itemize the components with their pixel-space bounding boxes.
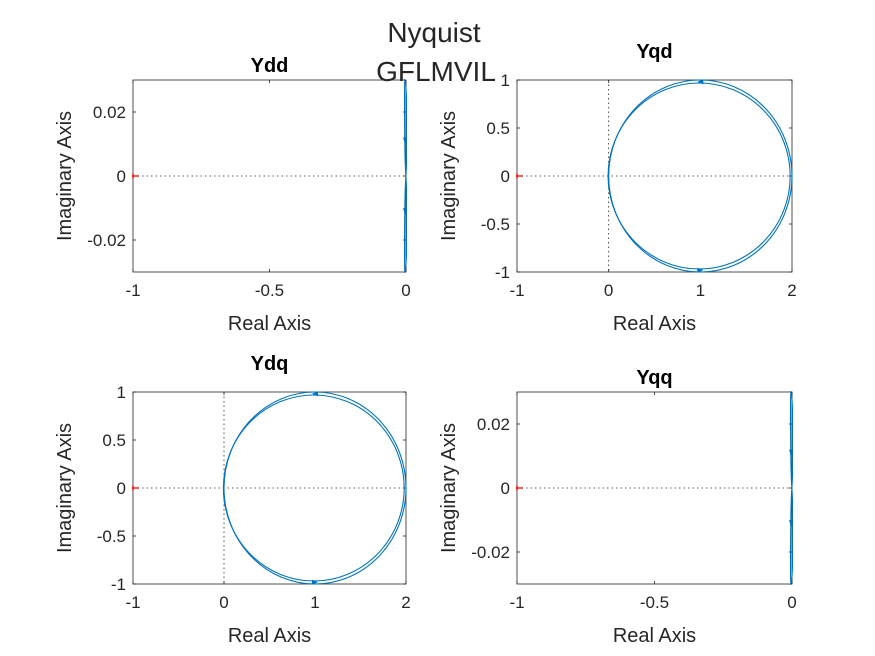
plot-ydd-xtick-label: -0.5 xyxy=(255,281,284,300)
plot-ydd-ytick-label: -0.02 xyxy=(87,231,126,250)
plot-yqd-ytick-label: 0 xyxy=(501,167,510,186)
plot-yqd-ylabel: Imaginary Axis xyxy=(438,111,460,241)
plot-ydd-ytick-label: 0 xyxy=(117,167,126,186)
plot-yqd-xtick-label: -1 xyxy=(509,281,524,300)
plot-yqd-xtick-label: 2 xyxy=(787,281,796,300)
plot-yqd-xtick-label: 1 xyxy=(696,281,705,300)
plot-ydq-xtick-label: -1 xyxy=(125,593,140,612)
plot-yqq-ytick-label: 0 xyxy=(501,479,510,498)
plot-ydd-ylabel: Imaginary Axis xyxy=(54,111,76,241)
plot-yqd-xtick-label: 0 xyxy=(604,281,613,300)
plot-ydq-series xyxy=(222,391,407,585)
plot-ydd-nyquist-upper-loop xyxy=(404,79,407,177)
plot-ydd-xtick-label: 0 xyxy=(401,281,410,300)
plot-yqq-direction-arrow xyxy=(788,449,793,456)
plot-ydq-xlabel: Real Axis xyxy=(228,625,311,647)
plot-ydq-direction-arrow xyxy=(312,391,318,397)
plot-ydd-title: Ydd xyxy=(251,55,289,77)
plot-yqq-xtick-label: -1 xyxy=(509,593,524,612)
plot-ydd-direction-arrow xyxy=(402,137,407,144)
plot-yqq-title: Yqq xyxy=(636,367,672,389)
plot-yqd-series xyxy=(607,79,793,273)
plot-ydq-ytick-label: 1 xyxy=(117,383,126,402)
plot-yqd-direction-arrow xyxy=(697,267,704,273)
plot-ydq-ytick-label: 0 xyxy=(117,479,126,498)
plot-yqd-ytick-label: 0.5 xyxy=(486,119,510,138)
plot-ydq-ytick-label: -1 xyxy=(111,575,126,594)
plot-yqq-xlabel: Real Axis xyxy=(613,625,696,647)
plot-yqd-ytick-label: -0.5 xyxy=(481,215,510,234)
plot-yqq-nyquist-lower-loop xyxy=(790,487,793,585)
plot-yqq-direction-arrow xyxy=(788,520,793,527)
plot-ydq-ytick-label: 0.5 xyxy=(102,431,126,450)
plot-yqd-ytick-label: 1 xyxy=(501,71,510,90)
figure-title-line-1: Nyquist xyxy=(387,17,481,48)
plot-yqq-series xyxy=(788,391,793,585)
plot-ydq-xtick-label: 2 xyxy=(401,593,410,612)
plot-ydd-series xyxy=(402,79,407,273)
plot-ydq-ytick-label: -0.5 xyxy=(97,527,126,546)
plot-yqq-ytick-label: 0.02 xyxy=(477,415,510,434)
plot-yqq-ytick-label: -0.02 xyxy=(471,543,510,562)
plot-yqd-ytick-label: -1 xyxy=(495,263,510,282)
plot-yqq-xtick-label: -0.5 xyxy=(640,593,669,612)
figure-title-line-2: GFLMVIL xyxy=(376,56,496,87)
plot-yqq-nyquist-upper-loop xyxy=(790,391,793,489)
plot-ydd-axes: -1 -0.5 0 -0.02 0 0.02 Real Axis Imaginary Axis… xyxy=(54,55,411,335)
plot-ydd-nyquist-lower-loop xyxy=(404,175,407,273)
plot-yqd-direction-arrow xyxy=(697,79,704,85)
plot-ydq-xtick-label: 0 xyxy=(219,593,228,612)
plot-ydq-direction-arrow xyxy=(312,579,318,585)
plot-yqq-axes: -1 -0.5 0 -0.02 0 0.02 Real Axis Imaginary Axis… xyxy=(438,367,797,647)
plot-yqd-nyquist-curve xyxy=(608,79,793,273)
plot-ydq-nyquist-curve xyxy=(223,391,407,585)
plot-ydd-xlabel: Real Axis xyxy=(228,313,311,335)
plot-yqd-xlabel: Real Axis xyxy=(613,313,696,335)
plot-ydd-direction-arrow xyxy=(402,208,407,215)
plot-ydq-axes: -1 0 1 2 -1 -0.5 0 0.5 1 Real Axis Imaginary Axis Y… xyxy=(54,353,411,647)
plot-ydd-ytick-label: 0.02 xyxy=(93,103,126,122)
plot-ydq-ylabel: Imaginary Axis xyxy=(54,423,76,553)
plot-ydq-title: Ydq xyxy=(251,353,289,375)
plot-ydq-xtick-label: 1 xyxy=(310,593,319,612)
plot-yqq-ylabel: Imaginary Axis xyxy=(438,423,460,553)
plot-ydd-xtick-label: -1 xyxy=(125,281,140,300)
plot-yqd-title: Yqd xyxy=(636,41,672,63)
plot-yqq-xtick-label: 0 xyxy=(787,593,796,612)
